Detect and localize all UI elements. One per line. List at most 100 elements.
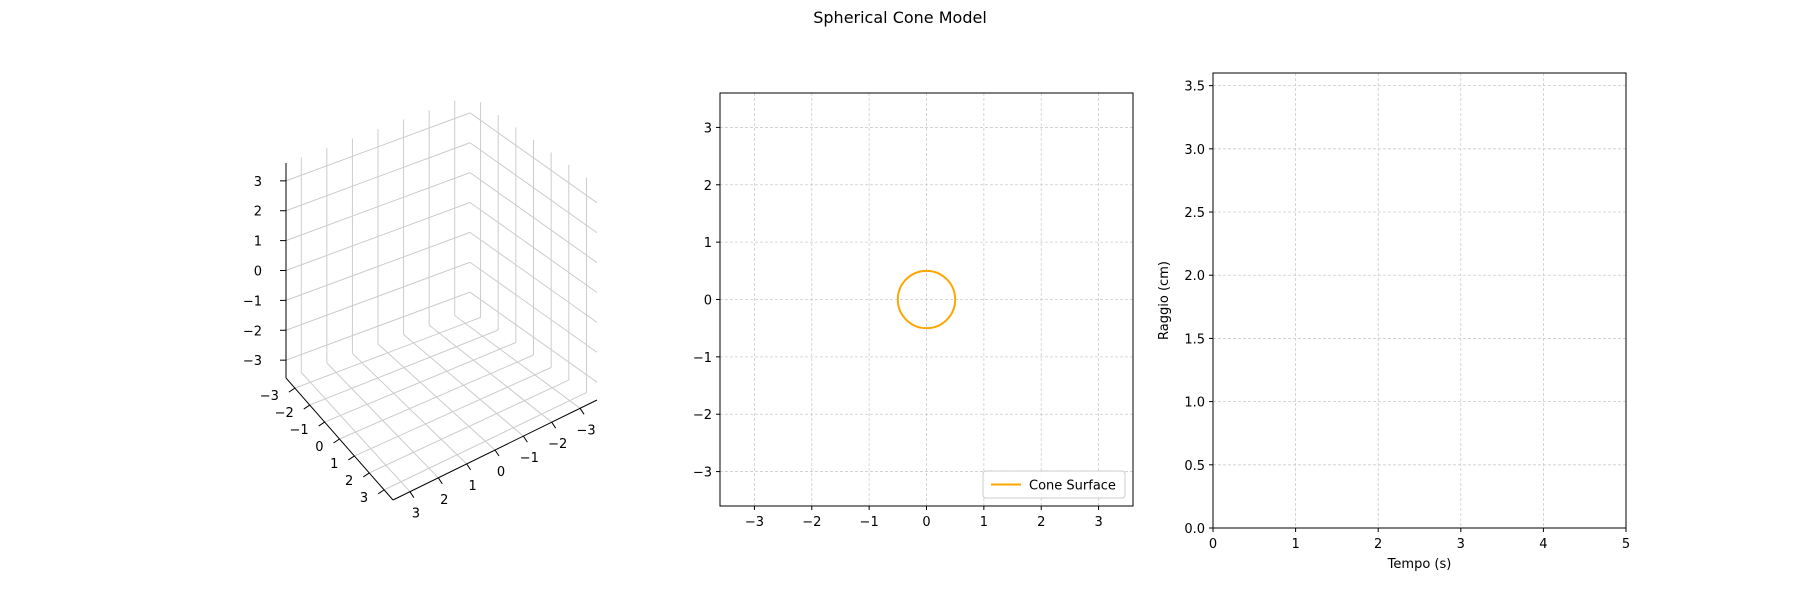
ticks: 0 1 2 3 4 5 0.0 0.5 1.0 1.5 2.0 2.5 3.0 3.5 bbox=[1184, 80, 1630, 552]
axes-frame bbox=[719, 92, 1134, 507]
x-tick bbox=[377, 489, 385, 495]
x-tick-label: 3 bbox=[360, 491, 368, 506]
wall-gridline bbox=[285, 202, 471, 271]
wall-gridline bbox=[285, 142, 471, 212]
floor-gridline bbox=[383, 392, 587, 491]
x-tick-label: −1 bbox=[289, 423, 308, 438]
wall-gridline bbox=[469, 142, 598, 234]
y-tick-label: 0 bbox=[497, 465, 505, 480]
legend-label: Cone Surface bbox=[1029, 479, 1116, 494]
cone-surface-circle bbox=[896, 269, 957, 330]
y-tick-label: −1 bbox=[693, 351, 712, 366]
x-tick bbox=[348, 455, 355, 461]
y-tick-label: −3 bbox=[693, 466, 712, 481]
y-tick-label: 2.5 bbox=[1184, 206, 1205, 221]
y-tick-label: 0 bbox=[704, 294, 712, 309]
z-tick-label: 3 bbox=[254, 175, 262, 190]
axes-frame bbox=[1212, 72, 1627, 529]
legend: Cone Surface bbox=[982, 470, 1126, 499]
y-tick-label: 2 bbox=[440, 493, 448, 508]
z-tick-label: −3 bbox=[243, 354, 262, 369]
y-tick bbox=[466, 463, 472, 471]
y-tick-label: −1 bbox=[520, 451, 539, 466]
floor-gridline bbox=[428, 324, 553, 423]
x-tick-label: 0 bbox=[922, 515, 930, 530]
x-tick bbox=[318, 421, 325, 427]
y-tick-label: 0.0 bbox=[1184, 522, 1205, 537]
x-tick-label: −3 bbox=[260, 389, 279, 404]
x-tick-label: −2 bbox=[275, 406, 294, 421]
y-tick-label: 3.0 bbox=[1184, 143, 1205, 158]
y-tick-label: −3 bbox=[576, 423, 595, 438]
x-tick-label: −1 bbox=[860, 515, 879, 530]
x-tick-label: 0 bbox=[1209, 537, 1217, 552]
x-tick-label: 2 bbox=[1037, 515, 1045, 530]
wall-gridline bbox=[285, 231, 471, 301]
axes-raggio-tempo: 0 1 2 3 4 5 0.0 0.5 1.0 1.5 2.0 2.5 3.0 3.5 Tempo (s)… bbox=[1157, 72, 1630, 572]
y-tick-label: 3 bbox=[412, 507, 420, 522]
figure-title: Spherical Cone Model bbox=[813, 8, 987, 27]
z-tick-label: 2 bbox=[254, 205, 262, 220]
wall-gridline bbox=[285, 112, 471, 182]
x-tick-label: 1 bbox=[980, 515, 988, 530]
series bbox=[896, 269, 957, 330]
x-tick-label: −2 bbox=[802, 515, 821, 530]
grid bbox=[1212, 73, 1627, 529]
wall-gridline bbox=[285, 291, 471, 361]
y-tick bbox=[551, 421, 557, 429]
y-tick-label: 3.5 bbox=[1184, 80, 1205, 95]
y-tick-label: 0.5 bbox=[1184, 459, 1205, 474]
x-tick-label: 2 bbox=[1374, 537, 1382, 552]
x-tick-label: 1 bbox=[1291, 537, 1299, 552]
x-tick bbox=[362, 472, 370, 478]
y-tick-label: 2.0 bbox=[1184, 269, 1205, 284]
wall-gridline bbox=[469, 291, 598, 383]
y-tick-label: 3 bbox=[704, 121, 712, 136]
x-tick-label: −3 bbox=[745, 515, 764, 530]
x-tick-label: 2 bbox=[345, 474, 353, 489]
wall-gridline bbox=[469, 231, 598, 323]
grid bbox=[720, 93, 1133, 506]
floor-gridline bbox=[403, 334, 524, 437]
y-tick bbox=[522, 435, 528, 443]
z-tick-label: 1 bbox=[254, 235, 262, 250]
y-tick bbox=[579, 408, 585, 415]
axes-2d-cone: −3 −2 −1 0 1 2 3 3 2 1 0 −1 −2 −3 Cone Surface bbox=[693, 92, 1134, 530]
wall-gridline bbox=[469, 202, 598, 293]
x-tick bbox=[333, 438, 340, 444]
x-axis-label: Tempo (s) bbox=[1387, 557, 1452, 572]
y-tick-label: 1 bbox=[469, 479, 477, 494]
legend-box bbox=[982, 470, 1126, 499]
x-tick-label: 3 bbox=[1094, 515, 1102, 530]
y-tick-label: −2 bbox=[548, 437, 567, 452]
floor-gridline bbox=[369, 379, 570, 474]
ticks: −3 −2 −1 0 1 2 3 3 2 1 0 −1 −2 −3 bbox=[693, 121, 1103, 530]
x-tick-label: 5 bbox=[1622, 537, 1630, 552]
wall-gridline bbox=[285, 261, 471, 331]
y-tick-label: 1 bbox=[704, 236, 712, 251]
floor-gridline bbox=[339, 354, 534, 440]
y-tick bbox=[437, 477, 443, 485]
y-tick bbox=[494, 449, 500, 457]
x-tick-label: 3 bbox=[1457, 537, 1465, 552]
z-tick-label: −1 bbox=[243, 294, 262, 309]
floor-gridline bbox=[454, 315, 581, 409]
wall-gridline bbox=[469, 261, 598, 353]
wall-gridline bbox=[469, 172, 598, 264]
y-axis-label: Raggio (cm) bbox=[1157, 261, 1172, 340]
x-tick bbox=[303, 404, 311, 410]
x-tick-label: 4 bbox=[1539, 537, 1547, 552]
y-tick-label: 2 bbox=[704, 179, 712, 194]
wall-gridline bbox=[469, 112, 598, 204]
y-tick-label: −2 bbox=[693, 408, 712, 423]
wall-gridline bbox=[285, 172, 471, 242]
z-tick-label: 0 bbox=[254, 265, 262, 280]
x-tick-label: 0 bbox=[315, 440, 323, 455]
y-tick-label: 1.0 bbox=[1184, 396, 1205, 411]
y-tick bbox=[409, 491, 415, 498]
x-tick bbox=[288, 387, 296, 393]
y-tick-label: 1.5 bbox=[1184, 332, 1205, 347]
x-tick-label: 1 bbox=[330, 457, 338, 472]
